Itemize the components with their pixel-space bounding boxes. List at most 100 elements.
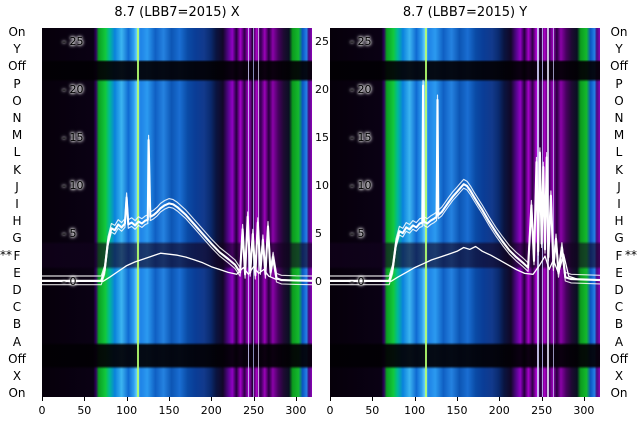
x-tick-label: 0 [326, 404, 334, 417]
x-tick-label: 200 [200, 404, 222, 417]
heatmap-vertical-line [137, 28, 140, 397]
axis-row-label: G [614, 231, 624, 246]
x-tick-label: 0 [38, 404, 46, 417]
axis-row-label: K [615, 162, 623, 177]
axis-row-label: Off [8, 351, 26, 366]
axis-row-label: H [12, 214, 22, 229]
axis-row-label: L [615, 145, 623, 160]
x-tick-mark [499, 397, 501, 401]
x-tick-mark [541, 397, 543, 401]
axis-row-label: B [12, 317, 22, 332]
heatmap-plot-y [330, 28, 600, 397]
x-tick-label: 100 [116, 404, 138, 417]
axis-row-label: E [13, 265, 21, 280]
x-tick-mark [253, 397, 255, 401]
x-tick-mark [295, 397, 297, 401]
axis-row-label: A [12, 334, 22, 349]
axis-row-label: L [13, 145, 21, 160]
axis-row-label: D [12, 283, 22, 297]
x-tick-label: 200 [488, 404, 510, 417]
x-tick-label: 50 [365, 404, 380, 417]
left-star-marker: ** [0, 248, 12, 262]
panel-y: - 25- 20- 15- 10- 5- 0 0 50 100 150 200 250 300 [327, 28, 600, 417]
x-tick-mark [372, 397, 374, 401]
axis-row-label: M [613, 128, 625, 143]
heatmap-vertical-lines [42, 28, 312, 397]
x-tick-label: 50 [77, 404, 92, 417]
right-axis-row-labels: On Y Off P O N M L K J I H G F E D C B A Off X On [606, 0, 632, 440]
axis-row-label: K [13, 162, 21, 177]
main-trace [330, 84, 600, 282]
x-tick-mark [126, 397, 128, 401]
heatmap-vertical-line [252, 28, 254, 397]
axis-row-label: Y [13, 42, 21, 57]
axis-row-label: A [614, 334, 624, 349]
axis-row-label: Off [610, 59, 628, 74]
axis-row-label: N [614, 111, 624, 125]
x-tick-mark [330, 397, 331, 401]
x-tick-mark [211, 397, 213, 401]
x-tick-label: 250 [531, 404, 553, 417]
x-tick-mark [42, 397, 43, 401]
secondary-trace [42, 252, 312, 283]
axis-row-label: F [615, 248, 623, 263]
x-tick-label: 300 [285, 404, 307, 417]
x-tick-label: 300 [573, 404, 595, 417]
x-tick-label: 100 [404, 404, 426, 417]
axis-row-label: P [615, 76, 623, 91]
axis-row-label: G [12, 231, 22, 246]
axis-row-label: M [11, 128, 23, 143]
axis-row-label: C [12, 300, 22, 315]
heatmap-vertical-line [425, 28, 428, 397]
axis-row-label: O [614, 93, 624, 108]
heatmap-row-shading [42, 28, 312, 397]
heatmap-plot-x [42, 28, 312, 397]
heatmap-row-shading [330, 28, 600, 397]
right-star-marker: ** [625, 248, 637, 262]
axis-row-label: O [12, 93, 22, 108]
x-tick-label: 250 [243, 404, 265, 417]
axis-row-label: P [13, 76, 21, 91]
axis-row-label: J [15, 179, 19, 194]
trace-overlay-y [330, 80, 600, 286]
axis-row-label: C [614, 300, 624, 315]
axis-row-label: F [13, 248, 21, 263]
x-tick-mark [84, 397, 86, 401]
left-axis-row-labels: On Y Off P O N M L K J I H G F E D C B A Off X On [4, 0, 30, 440]
axis-row-label: On [610, 25, 628, 39]
main-trace [42, 143, 312, 286]
axis-row-label: Y [615, 42, 623, 57]
x-tick-label: 150 [446, 404, 468, 417]
x-tick-mark [168, 397, 170, 401]
secondary-trace [330, 245, 600, 283]
axis-row-label: B [614, 317, 624, 332]
axis-row-label: N [12, 111, 22, 125]
panel-title-x: 8.7 (LBB7=2015) X [114, 5, 240, 20]
axis-row-label: I [617, 197, 621, 211]
axis-row-label: On [8, 25, 26, 39]
heatmap-vertical-line [552, 28, 554, 397]
main-trace [330, 80, 600, 277]
axis-row-label: X [12, 369, 22, 383]
heatmap-vertical-line [248, 28, 249, 397]
panel-title-y: 8.7 (LBB7=2015) Y [402, 5, 528, 20]
trace-overlay-x [42, 134, 312, 286]
axis-row-label: E [615, 265, 623, 280]
x-tick-mark [456, 397, 458, 401]
x-tick-mark [583, 397, 585, 401]
x-tick-label: 150 [158, 404, 180, 417]
axis-row-label: On [610, 386, 628, 401]
axis-row-label: Off [8, 59, 26, 74]
axis-row-label: H [614, 214, 624, 229]
heatmap-vertical-line [258, 28, 259, 397]
main-trace [330, 88, 600, 286]
axis-row-label: X [614, 369, 624, 383]
x-tick-mark [414, 397, 416, 401]
axis-row-label: Off [610, 351, 628, 366]
axis-row-label: On [8, 386, 26, 401]
axis-row-label: I [15, 197, 19, 211]
axis-row-label: D [614, 283, 624, 297]
axis-row-label: J [617, 179, 621, 194]
